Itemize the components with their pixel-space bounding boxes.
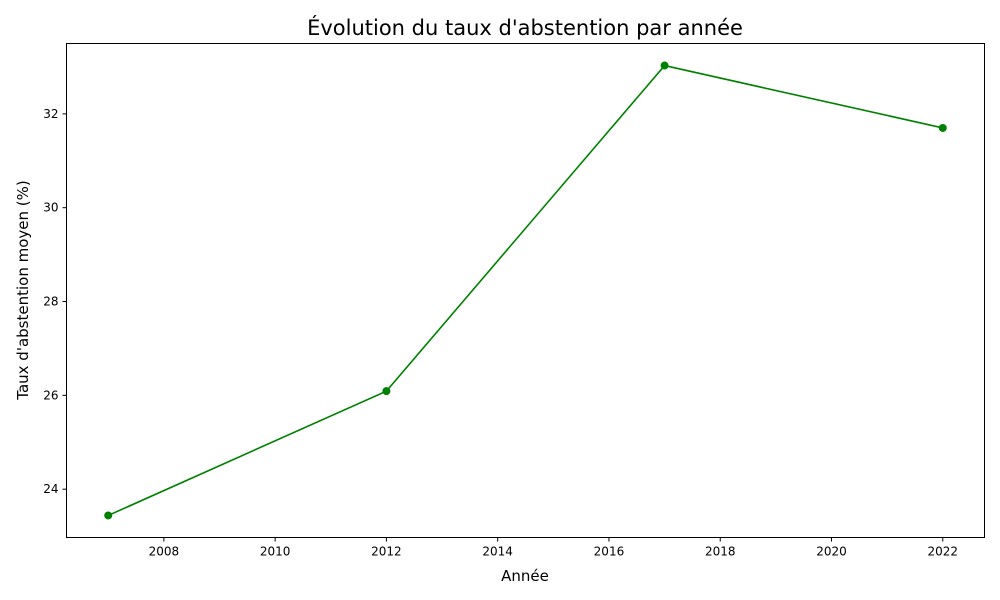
- series-line: [107, 64, 943, 517]
- chart-title: Évolution du taux d'abstention par année: [307, 15, 743, 40]
- data-point: [938, 123, 947, 132]
- y-axis-ticks: 24 26 28 30 32: [43, 107, 67, 496]
- x-tick-label: 2008: [149, 545, 180, 559]
- y-axis-title: Taux d'abstention moyen (%): [14, 180, 32, 400]
- x-tick-label: 2020: [816, 545, 847, 559]
- x-tick-label: 2014: [482, 545, 513, 559]
- data-point: [104, 511, 113, 520]
- data-point: [382, 387, 391, 396]
- plot-frame: [66, 43, 985, 538]
- x-tick-label: 2010: [260, 545, 291, 559]
- y-tick-label: 30: [43, 201, 58, 215]
- x-tick-label: 2012: [371, 545, 402, 559]
- data-point: [660, 61, 669, 70]
- y-tick-label: 24: [43, 482, 58, 496]
- y-tick-label: 26: [43, 388, 58, 402]
- x-tick-label: 2022: [927, 545, 958, 559]
- x-tick-label: 2016: [594, 545, 625, 559]
- y-tick-label: 28: [43, 295, 58, 309]
- x-tick-label: 2018: [705, 545, 736, 559]
- y-tick-label: 32: [43, 107, 58, 121]
- x-axis-title: Année: [501, 567, 549, 585]
- plot-area: [104, 61, 947, 520]
- x-axis-ticks: 2008 2010 2012 2014 2016 2018 2020 2022: [149, 537, 958, 559]
